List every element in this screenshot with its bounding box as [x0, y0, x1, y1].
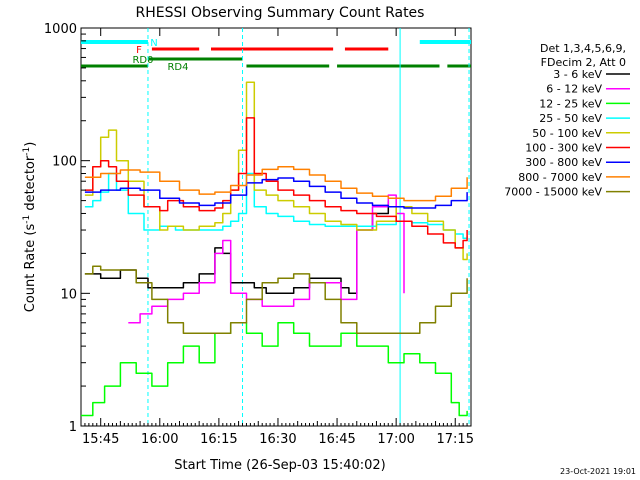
y-axis-label-mid: detector: [23, 155, 38, 215]
state-bar-label-RD0: RD0: [132, 55, 153, 66]
state-bar-label-N: N: [150, 38, 157, 49]
y-tick-label-2: 100: [52, 155, 77, 170]
series-line-2: [81, 322, 468, 417]
series-line-6: [84, 177, 468, 209]
state-bar-label-F: F: [136, 45, 142, 56]
legend-header-line2: FDecim 2, Att 0: [541, 56, 626, 69]
legend-label-0: 3 - 6 keV: [553, 68, 602, 81]
x-tick-label-4: 16:45: [318, 432, 355, 447]
series-line-5: [84, 117, 468, 249]
x-tick-label-5: 17:00: [377, 432, 414, 447]
series-line-8: [84, 265, 468, 335]
y-tick-label-1: 10: [60, 287, 77, 302]
y-tick-label-3: 1000: [44, 22, 77, 37]
series-line-4: [84, 81, 468, 261]
x-tick-label-1: 16:00: [141, 432, 178, 447]
plot-frame: [80, 27, 472, 427]
series-line-7: [84, 165, 468, 202]
legend-label-5: 100 - 300 keV: [525, 142, 602, 155]
event-markers: [147, 28, 470, 426]
series-lines: [81, 81, 468, 417]
legend-label-4: 50 - 100 keV: [532, 127, 602, 140]
legend-label-3: 25 - 50 keV: [539, 112, 602, 125]
x-tick-label-2: 16:15: [200, 432, 237, 447]
y-axis-label: Count Rate (s-1 detector-1): [22, 142, 38, 313]
x-axis-label: Start Time (26-Sep-03 15:40:02): [174, 458, 385, 473]
legend-label-2: 12 - 25 keV: [539, 97, 602, 110]
y-tick-label-0: 1: [69, 420, 77, 435]
footer-timestamp: 23-Oct-2021 19:01: [560, 467, 636, 476]
chart-title: RHESSI Observing Summary Count Rates: [136, 5, 425, 21]
axis-ticks: 15:45 16:00 16:15 16:30 16:45 17:00 17:15 1 10 10…: [44, 22, 474, 447]
series-line-1: [128, 194, 405, 324]
y-axis-label-sup2: -1: [22, 147, 32, 156]
y-axis-label-main: Count Rate (s: [23, 224, 38, 313]
legend-label-8: 7000 - 15000 keV: [504, 186, 602, 199]
legend: Det 1,3,4,5,6,9, FDecim 2, Att 0 3 - 6 k…: [504, 42, 630, 199]
x-tick-label-0: 15:45: [82, 432, 119, 447]
y-axis-label-end: ): [23, 142, 38, 147]
state-bar-label-RD4: RD4: [167, 62, 188, 73]
legend-label-1: 6 - 12 keV: [546, 83, 602, 96]
legend-label-7: 800 - 7000 keV: [518, 171, 602, 184]
x-tick-label-3: 16:30: [259, 432, 296, 447]
series-line-3: [84, 172, 468, 240]
legend-header-line1: Det 1,3,4,5,6,9,: [540, 42, 626, 55]
x-tick-label-6: 17:15: [437, 432, 474, 447]
series-line-0: [84, 200, 390, 295]
y-axis-label-sup1: -1: [22, 215, 32, 224]
legend-label-6: 300 - 800 keV: [525, 156, 602, 169]
